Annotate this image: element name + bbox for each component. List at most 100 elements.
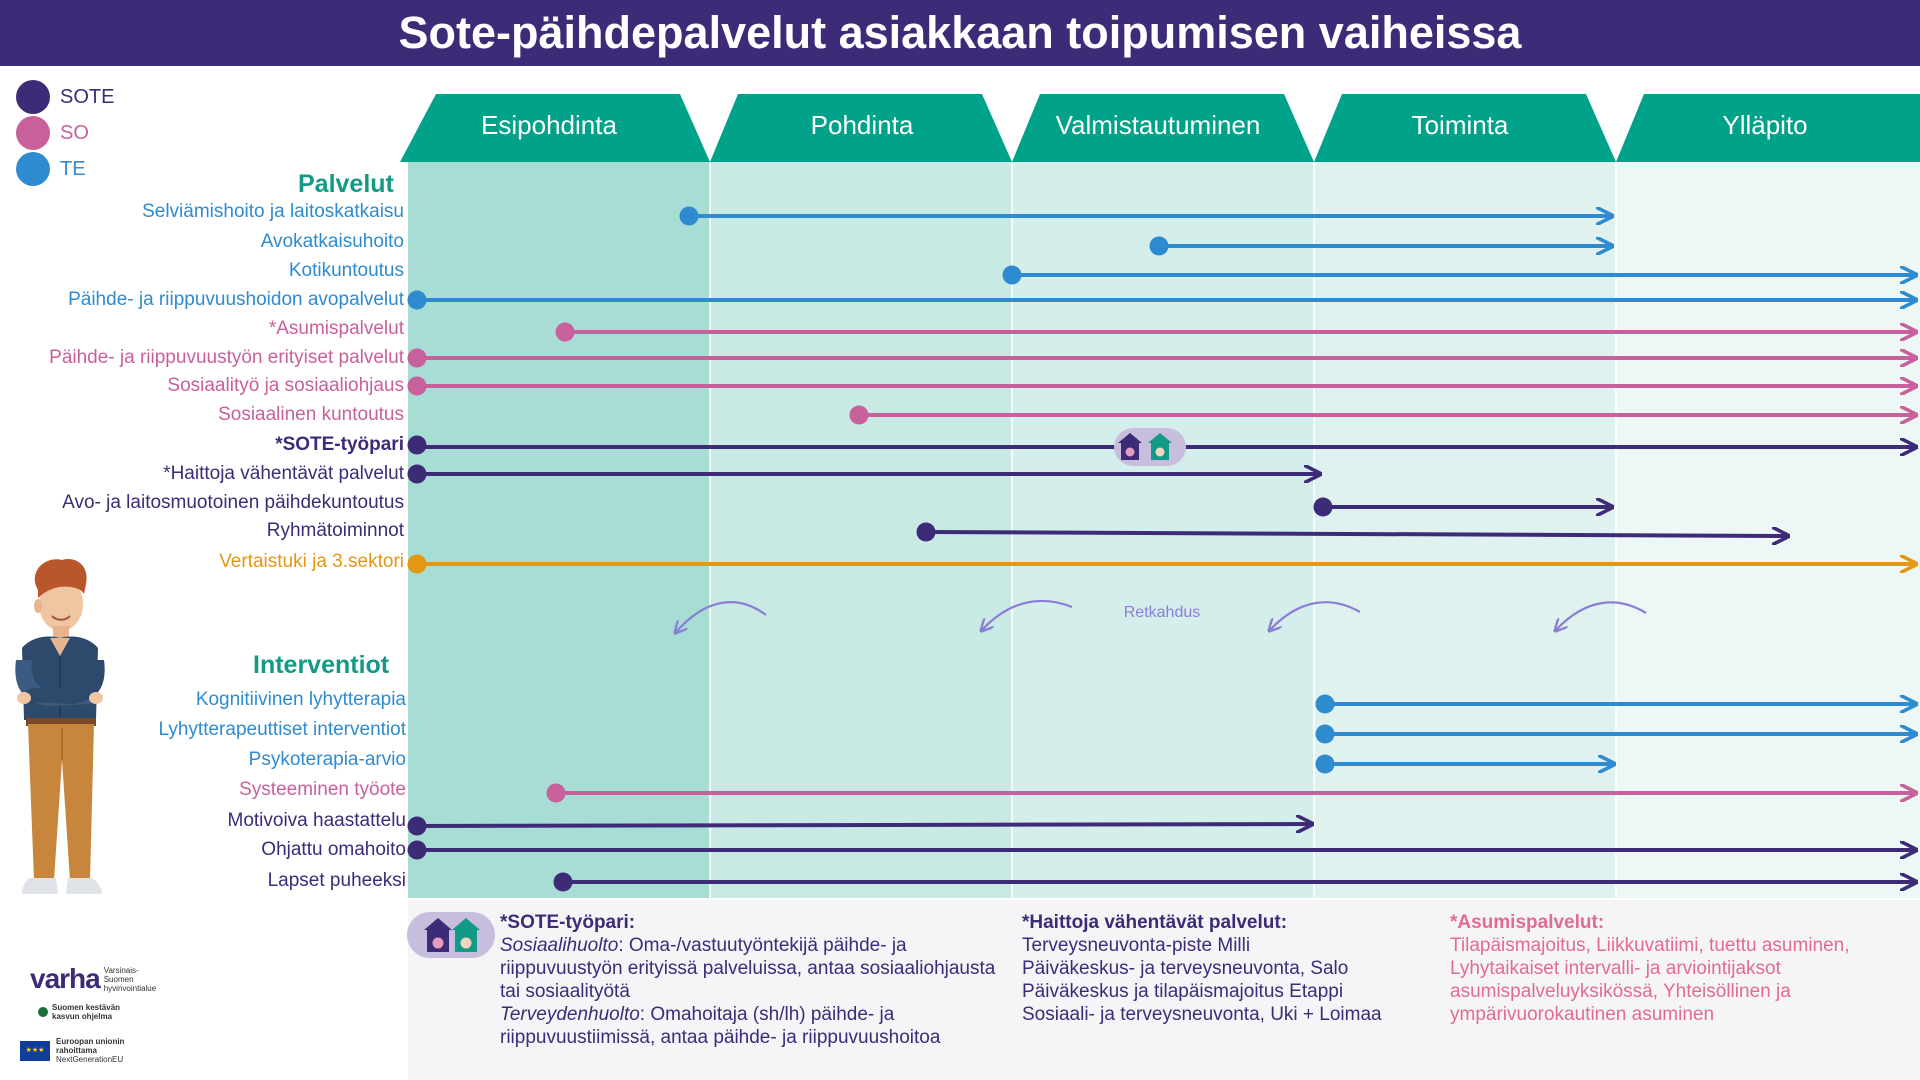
start-dot-kotikuntoutus xyxy=(1002,265,1022,285)
note-sote-pair-heading: *SOTE-työpari: xyxy=(500,912,636,933)
start-dot-selviamishoito xyxy=(679,206,699,226)
note-harm-line: Päiväkeskus ja tilapäismajoitus Etappi xyxy=(1022,981,1344,1002)
note-harm-reduction: *Haittoja vähentävät palvelut: Terveysne… xyxy=(1022,911,1442,1026)
stage-header-yllapito xyxy=(1616,94,1920,162)
note-housing-heading: *Asumispalvelut: xyxy=(1450,912,1605,933)
column-bg-toiminta xyxy=(1314,162,1616,898)
note-sote-social-text: : Oma-/vastuutyöntekijä päihde- ja riipp… xyxy=(500,935,996,1002)
start-dot-sosiaalinen-kuntoutus xyxy=(849,405,869,425)
section-title-interventions: Interventiot xyxy=(253,651,390,679)
start-dot-ohjattu-omahoito xyxy=(407,840,427,860)
start-dot-avokatkaisuhoito xyxy=(1149,236,1169,256)
stage-header-pohdinta xyxy=(710,94,1012,162)
house-te-icon xyxy=(1148,433,1172,460)
legend-item-sote: SOTE xyxy=(16,80,114,114)
curved-arrow-left-icon xyxy=(982,599,1073,630)
note-sote-pair: *SOTE-työpari: Sosiaalihuolto: Oma-/vast… xyxy=(500,911,1000,1049)
start-dot-sote-tyopari xyxy=(407,435,427,455)
service-label-sosiaalinen-kuntoutus: Sosiaalinen kuntoutus xyxy=(218,404,404,425)
intervention-label-systeeminen: Systeeminen työote xyxy=(239,779,406,800)
start-dot-avopalvelut xyxy=(407,290,427,310)
varha-logo-text: varha xyxy=(30,963,101,994)
legend-dot-so xyxy=(16,116,50,150)
eu-flag-icon: ★★★ xyxy=(20,1040,50,1061)
service-label-paihdekuntoutus: Avo- ja laitosmuotoinen päihdekuntoutus xyxy=(62,492,404,513)
stage-header-toiminta xyxy=(1314,94,1616,162)
stage-label-esipohdinta: Esipohdinta xyxy=(481,110,617,140)
sote-pair-badge xyxy=(1114,428,1186,466)
service-label-kotikuntoutus: Kotikuntoutus xyxy=(288,260,404,281)
start-dot-asumispalvelut xyxy=(555,322,575,342)
eu-logo-text: Euroopan unionin rahoittama xyxy=(56,1037,125,1055)
curved-arrow-left-icon xyxy=(676,601,767,632)
start-dot-kognitiivinen-lyhytterapia xyxy=(1315,694,1335,714)
start-dot-ryhmatoiminnot xyxy=(916,522,936,542)
column-bg-pohdinta xyxy=(710,162,1012,898)
note-harm-heading: *Haittoja vähentävät palvelut: xyxy=(1022,912,1288,933)
legend-label-sote: SOTE xyxy=(60,85,115,108)
varha-logo-subtext: Varsinais-Suomen hyvinvointialue xyxy=(103,965,157,993)
sote-pair-note-badge xyxy=(407,912,495,958)
page-title: Sote-päihdepalvelut asiakkaan toipumisen… xyxy=(0,0,1920,66)
intervention-label-kognitiivinen: Kognitiivinen lyhytterapia xyxy=(195,689,406,710)
start-dot-psykoterapia-arvio xyxy=(1315,754,1335,774)
note-sote-health-text: : Omahoitaja (sh/lh) päihde- ja riippuvu… xyxy=(500,1004,941,1048)
service-label-vertaistuki: Vertaistuki ja 3.sektori xyxy=(219,551,404,572)
curved-arrow-left-icon xyxy=(1556,601,1647,630)
service-label-avokatkaisuhoito: Avokatkaisuhoito xyxy=(260,231,404,252)
note-sote-health: Terveydenhuolto: Omahoitaja (sh/lh) päih… xyxy=(500,1003,1000,1049)
eu-logo-texts: Euroopan unionin rahoittama NextGenerati… xyxy=(56,1037,136,1064)
house-te-icon xyxy=(452,918,480,952)
note-harm-line: Terveysneuvonta-piste Milli xyxy=(1022,935,1251,956)
growth-program-logo: Suomen kestävän kasvun ohjelma xyxy=(38,1003,132,1021)
person-illustration xyxy=(15,559,105,894)
start-dot-erityiset-palvelut xyxy=(407,348,427,368)
start-dot-motivoiva-haastattelu xyxy=(407,816,427,836)
service-label-sote-tyopari: *SOTE-työpari xyxy=(275,434,404,455)
note-housing-text: Tilapäismajoitus, Liikkuvatiimi, tuettu … xyxy=(1450,935,1850,1025)
legend-item-so: SO xyxy=(16,116,89,150)
note-sote-social: Sosiaalihuolto: Oma-/vastuutyöntekijä pä… xyxy=(500,934,1000,1003)
start-dot-lyhytterapeuttiset xyxy=(1315,724,1335,744)
start-dot-vertaistuki xyxy=(407,554,427,574)
growth-logo-text: Suomen kestävän kasvun ohjelma xyxy=(52,1003,121,1021)
stage-label-valmistautuminen: Valmistautuminen xyxy=(1056,110,1261,140)
eu-logo: ★★★ Euroopan unionin rahoittama NextGene… xyxy=(20,1037,136,1064)
intervention-label-motivoiva: Motivoiva haastattelu xyxy=(227,810,407,831)
start-dot-sosiaalityo xyxy=(407,376,427,396)
service-label-avopalvelut: Päihde- ja riippuvuushoidon avopalvelut xyxy=(68,289,404,310)
growth-logo-mark-icon xyxy=(38,1007,48,1017)
start-dot-paihdekuntoutus xyxy=(1313,497,1333,517)
legend-label-te: TE xyxy=(60,157,86,180)
house-so-icon xyxy=(1118,433,1142,460)
intervention-label-lapset-puheeksi: Lapset puheeksi xyxy=(267,870,406,891)
column-bg-yllapito xyxy=(1616,162,1920,898)
service-label-sosiaalityo: Sosiaalityö ja sosiaaliohjaus xyxy=(167,375,404,396)
note-harm-line: Päiväkeskus- ja terveysneuvonta, Salo xyxy=(1022,958,1349,979)
varha-logo: varha Varsinais-Suomen hyvinvointialue xyxy=(30,963,156,995)
note-harm-line: Sosiaali- ja terveysneuvonta, Uki + Loim… xyxy=(1022,1004,1382,1025)
service-label-ryhmatoiminnot: Ryhmätoiminnot xyxy=(266,520,404,541)
intervention-label-lyhytterapeuttiset: Lyhytterapeuttiset interventiot xyxy=(158,719,407,740)
legend-item-te: TE xyxy=(16,152,86,186)
stage-label-pohdinta: Pohdinta xyxy=(811,110,914,140)
notes-panel xyxy=(408,900,1920,1080)
start-dot-systeeminen-tyoote xyxy=(546,783,566,803)
relapse-label: Retkahdus xyxy=(1124,604,1201,621)
service-label-erityiset-palvelut: Päihde- ja riippuvuustyön erityiset palv… xyxy=(49,347,404,368)
service-label-asumispalvelut: *Asumispalvelut xyxy=(268,318,404,339)
legend-dot-sote xyxy=(16,80,50,114)
start-dot-lapset-puheeksi xyxy=(553,872,573,892)
note-sote-health-label: Terveydenhuolto xyxy=(500,1004,640,1025)
legend-dot-te xyxy=(16,152,50,186)
start-dot-haittoja-vahentavat xyxy=(407,464,427,484)
arrow-motivoiva-haastattelu xyxy=(416,824,1312,826)
eu-logo-subtext: NextGenerationEU xyxy=(56,1055,124,1064)
section-title-services: Palvelut xyxy=(298,170,394,198)
service-label-selviamishoito: Selviämishoito ja laitoskatkaisu xyxy=(142,201,404,222)
curved-arrow-left-icon xyxy=(1270,601,1361,630)
note-housing: *Asumispalvelut: Tilapäismajoitus, Liikk… xyxy=(1450,911,1910,1026)
legend-label-so: SO xyxy=(60,121,89,144)
column-bg-esipohdinta xyxy=(408,162,710,898)
stage-header-valmistautuminen xyxy=(1012,94,1314,162)
